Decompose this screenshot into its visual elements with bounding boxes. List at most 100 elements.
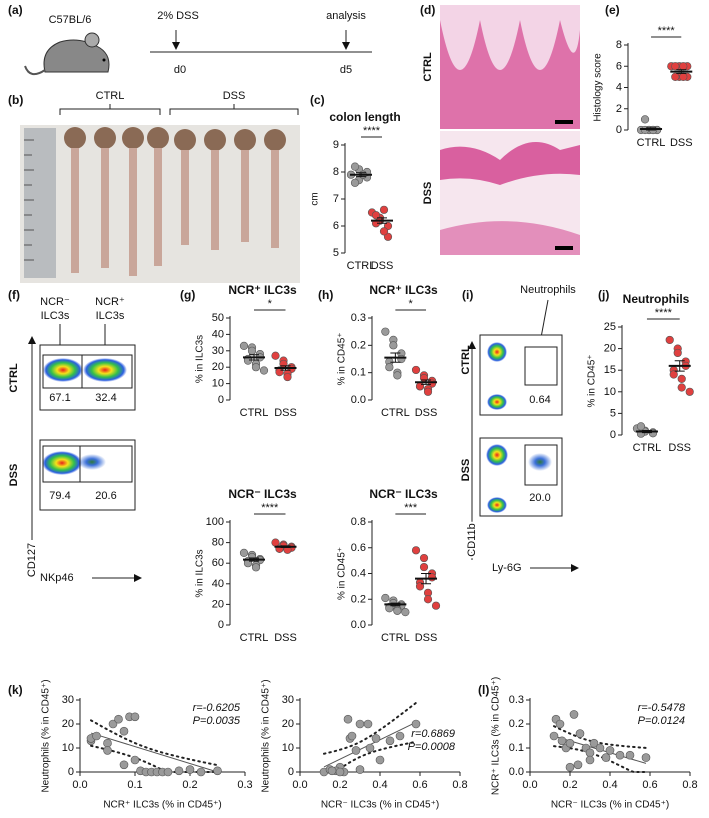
dot [415,382,425,391]
dot [679,62,688,71]
point [595,743,605,753]
dot [381,327,390,336]
point [103,738,112,748]
sem-bar [280,365,291,371]
significance: **** [655,307,673,319]
y-tick-label: 40 [212,578,224,590]
x-tick-label: DSS [371,260,394,272]
dot [251,563,261,572]
annotation: r=-0.6205 [193,702,241,714]
dot [427,573,437,582]
point [557,736,567,746]
point [565,738,575,748]
dot [393,606,402,615]
gate-percent: 20.0 [529,492,550,504]
point [615,750,625,760]
chart-title: NCR⁺ ILC3s [228,283,297,297]
dot [673,348,682,358]
y-tick-label: 2 [616,103,622,115]
dot [381,593,390,603]
x-tick-label: 0.0 [292,779,307,791]
y-tick-label: 10 [212,378,224,390]
x-tick-label: 0.2 [562,779,577,791]
bracket [169,104,299,115]
flow-plot [479,334,563,517]
point [103,746,112,755]
dot [636,422,646,431]
chart-title: NCR⁻ ILC3s [369,487,438,501]
x-tick-label: 0.1 [127,779,142,791]
y-axis-label: % in CD45⁺ [587,354,598,407]
x-tick-label: CTRL [381,407,410,419]
y-tick-label: 0.4 [351,568,366,580]
chart-title: NCR⁻ ILC3s [228,487,297,501]
gate-label: NCR⁻ [40,296,70,308]
point [108,719,118,729]
significance: **** [658,25,676,37]
annotation: r=0.6869 [411,728,455,740]
y-tick-label: 10 [604,386,616,398]
x-axis-label: NCR⁺ ILC3s (% in CD45⁺) [103,800,221,811]
point [575,729,585,738]
x-tick-label: 0.4 [602,779,617,791]
sem-bar [641,429,652,434]
fit-line [90,732,218,773]
y-tick-label: 20 [604,343,616,355]
dot [411,365,421,375]
point [130,712,140,722]
y-tick-label: 40 [212,328,224,340]
point [385,736,395,746]
dot [385,363,394,372]
x-tick-label: CTRL [347,260,376,272]
chart-title: Neutrophils [623,292,690,306]
dot [665,335,674,345]
x-tick-label: 0.6 [412,779,427,791]
row-label: DSS [8,464,20,487]
confidence-band [90,744,219,773]
row-label: CTRL [8,363,20,393]
x-tick-label: DSS [415,407,438,419]
dot [640,115,650,124]
panel-label: (g) [180,288,195,302]
gate-label: ILC3s [41,310,70,322]
dot [283,372,292,382]
y-tick-label: 0.2 [509,718,524,730]
y-tick-label: 10 [282,742,294,754]
x-tick-label: CTRL [240,407,269,419]
colon-photo [20,125,300,283]
point [355,765,365,774]
dot [411,546,421,555]
y-tick-label: 0.0 [509,766,524,778]
dot [350,178,360,187]
y-tick-label: 0 [288,766,294,778]
dot [350,162,360,171]
panel-label: (j) [598,288,609,302]
point [549,731,559,741]
y-tick-label: 20 [282,718,294,730]
dot [239,548,249,558]
sem-bar [280,545,291,549]
x-tick-label: CTRL [240,632,269,644]
y-tick-label: 0 [616,124,622,136]
point [395,731,405,741]
point [351,746,361,755]
y-axis-label: % in CD45⁺ [337,547,348,600]
point [573,760,583,770]
point [355,719,365,729]
gate-label: Neutrophils [520,284,576,296]
y-axis-label: Histology score [593,53,604,122]
treatment: 2% DSS [157,10,199,22]
annotation: P=0.0124 [638,715,685,727]
point [625,750,635,760]
y-tick-label: 25 [604,321,616,333]
y-tick-label: 30 [282,694,294,706]
dot [371,211,381,220]
axis-label: CD127 [26,543,38,577]
x-tick-label: 0.0 [522,779,537,791]
bracket [59,104,161,115]
x-tick-label: 0.6 [642,779,657,791]
y-tick-label: 0.1 [351,367,366,379]
dot [423,595,433,604]
